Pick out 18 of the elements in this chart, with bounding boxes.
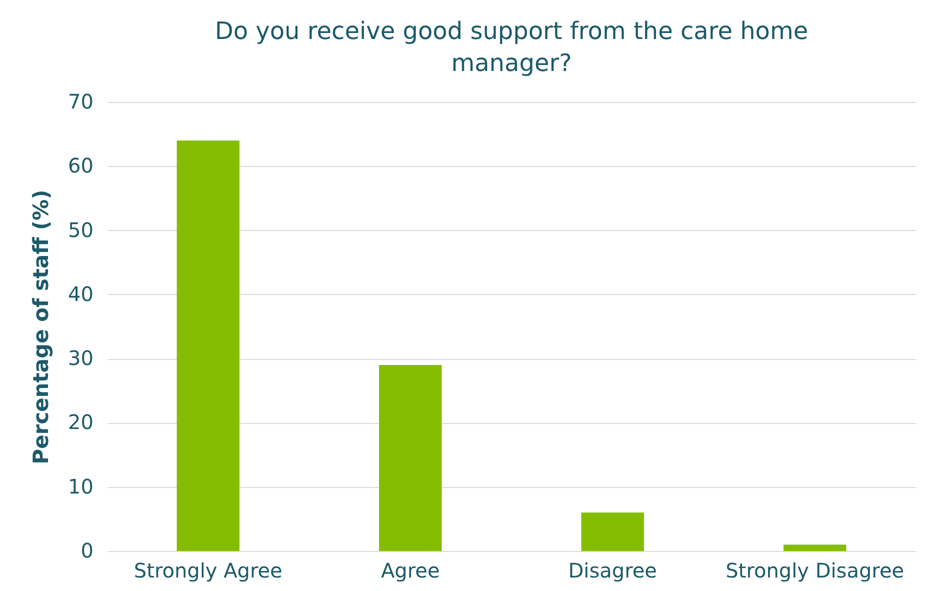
x-tick-label: Strongly Agree xyxy=(134,558,282,582)
x-tick-label: Agree xyxy=(380,558,440,582)
y-tick-label: 70 xyxy=(68,90,94,114)
y-tick-label: 40 xyxy=(68,282,94,306)
bar xyxy=(176,140,240,551)
y-tick-label: 60 xyxy=(68,154,94,178)
y-tick-label: 10 xyxy=(68,474,94,498)
bar xyxy=(379,364,442,551)
y-tick-label: 50 xyxy=(68,218,94,242)
bar xyxy=(784,544,846,551)
y-tick-label: 30 xyxy=(68,346,94,370)
x-tick-label: Disagree xyxy=(568,558,657,582)
x-tick-label: Strongly Disagree xyxy=(726,558,904,582)
y-tick-label: 20 xyxy=(68,410,94,434)
chart-title: Do you receive good support from the care home manager? xyxy=(214,17,808,77)
y-axis-title: Percentage of staff (%) xyxy=(29,190,54,464)
y-tick-label: 0 xyxy=(80,538,94,562)
bar xyxy=(581,512,644,551)
